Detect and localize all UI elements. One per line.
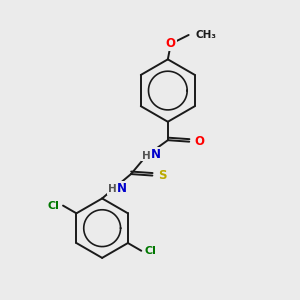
Text: O: O (166, 38, 176, 50)
Text: CH₃: CH₃ (195, 30, 216, 40)
Text: S: S (158, 169, 166, 182)
Text: O: O (195, 135, 205, 148)
Text: H: H (142, 151, 151, 160)
Text: Cl: Cl (48, 201, 59, 211)
Text: N: N (151, 148, 161, 161)
Text: H: H (108, 184, 116, 194)
Text: Cl: Cl (145, 246, 157, 256)
Text: N: N (116, 182, 127, 194)
